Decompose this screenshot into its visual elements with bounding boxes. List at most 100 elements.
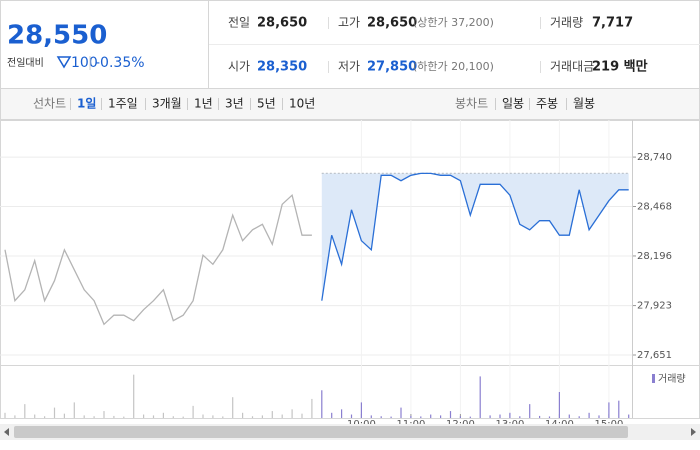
volume-bar <box>489 415 491 418</box>
y-tick-label: 27,651 <box>637 350 672 361</box>
volume-bar <box>93 416 95 418</box>
change-rate: -0.35% <box>95 55 145 71</box>
stat-note: (하한가 20,100) <box>413 59 494 73</box>
volume-bar <box>182 416 184 418</box>
candle-tab[interactable]: 일봉 <box>502 97 524 111</box>
stat-value: 28,650 <box>257 16 307 31</box>
stat-label: 고가 <box>338 16 360 30</box>
volume-bar <box>242 412 244 418</box>
period-tab[interactable]: 1일 <box>77 97 96 111</box>
volume-bar <box>261 415 263 418</box>
period-tab[interactable]: 1년 <box>194 97 213 111</box>
volume-bar <box>63 413 65 418</box>
stat-value: 27,850 <box>367 60 417 75</box>
volume-bar <box>301 413 303 418</box>
volume-bar <box>400 407 402 418</box>
volume-bar <box>360 402 362 418</box>
volume-bar <box>281 414 283 418</box>
volume-bar <box>133 374 135 418</box>
volume-bar <box>24 404 26 418</box>
volume-bar <box>350 414 353 418</box>
volume-bar <box>519 416 521 418</box>
volume-bar <box>291 409 293 418</box>
volume-bar <box>459 416 461 418</box>
price-line <box>321 172 629 301</box>
scroll-right[interactable] <box>691 428 696 436</box>
stat-note: (상한가 37,200) <box>413 16 494 29</box>
volume-area <box>0 365 700 419</box>
stat-label: 시가 <box>228 60 250 74</box>
price: 28,550 <box>7 21 107 51</box>
candle-tab[interactable]: 월봉 <box>573 97 595 111</box>
volume-bar <box>390 416 392 418</box>
volume-bar <box>479 376 481 418</box>
volume-bar <box>202 414 204 418</box>
volume-bar <box>420 416 422 418</box>
y-tick-label: 28,468 <box>637 202 672 213</box>
volume-bar <box>162 412 164 418</box>
volume-bar <box>509 412 511 418</box>
volume-bar <box>192 405 194 418</box>
volume-bar <box>331 412 333 418</box>
volume-bar <box>251 416 254 418</box>
tab-group-label: 선차트 <box>33 97 66 111</box>
volume-bar <box>232 397 234 418</box>
volume-bar <box>271 411 273 418</box>
stat-label: 저가 <box>338 60 360 74</box>
volume-bar <box>172 416 174 418</box>
volume-bar <box>618 400 620 418</box>
volume-bar <box>113 415 115 418</box>
legend-label: 거래량 <box>658 373 686 385</box>
volume-bar <box>410 415 412 418</box>
scroll-thumb[interactable] <box>14 426 628 438</box>
volume-bar <box>83 415 85 418</box>
stat-value: 28,350 <box>257 60 307 75</box>
stat-value: 219 백만 <box>592 59 648 75</box>
volume-bar <box>578 416 580 418</box>
period-tab[interactable]: 3개월 <box>152 97 182 111</box>
volume-bar <box>558 392 560 418</box>
tab-bar <box>0 88 700 120</box>
volume-bar <box>152 415 155 418</box>
stat-value: 28,650 <box>367 16 417 31</box>
volume-bar <box>608 402 610 418</box>
period-tab[interactable]: 3년 <box>225 97 244 111</box>
volume-bar <box>548 416 551 418</box>
volume-bar <box>440 415 442 418</box>
volume-bar <box>370 415 372 418</box>
period-tab[interactable]: 1주일 <box>108 97 138 111</box>
volume-bar <box>588 412 590 418</box>
volume-bar <box>568 414 570 418</box>
period-tab[interactable]: 10년 <box>289 97 315 111</box>
volume-bar <box>4 412 6 418</box>
down-arrow <box>56 56 72 69</box>
volume-bar <box>539 415 541 418</box>
volume-bar <box>14 415 16 418</box>
price-line <box>4 193 312 326</box>
stat-label: 거래대금 <box>550 60 594 74</box>
stat-value: 7,717 <box>592 16 633 31</box>
area <box>321 173 629 301</box>
volume-bar <box>123 416 125 418</box>
volume-bar <box>73 402 75 418</box>
candle-tab[interactable]: 주봉 <box>536 97 558 111</box>
volume-bar <box>598 415 600 418</box>
change: 100 <box>71 55 98 71</box>
scroll-left[interactable] <box>4 428 9 436</box>
volume-bar <box>222 416 224 418</box>
volume-bar <box>449 411 452 418</box>
volume-bar <box>430 414 432 418</box>
volume-bar <box>499 414 501 418</box>
legend-swatch <box>652 374 655 383</box>
volume-bar <box>380 416 382 418</box>
y-tick-label: 28,740 <box>637 152 672 163</box>
period-tab[interactable]: 5년 <box>257 97 276 111</box>
volume-bar <box>628 414 630 418</box>
volume-bar <box>53 407 56 418</box>
volume-bar <box>143 414 145 418</box>
volume-bar <box>34 414 36 418</box>
stat-label: 전일 <box>228 16 250 30</box>
volume-bar <box>529 404 531 418</box>
change-label: 전일대비 <box>7 57 44 69</box>
